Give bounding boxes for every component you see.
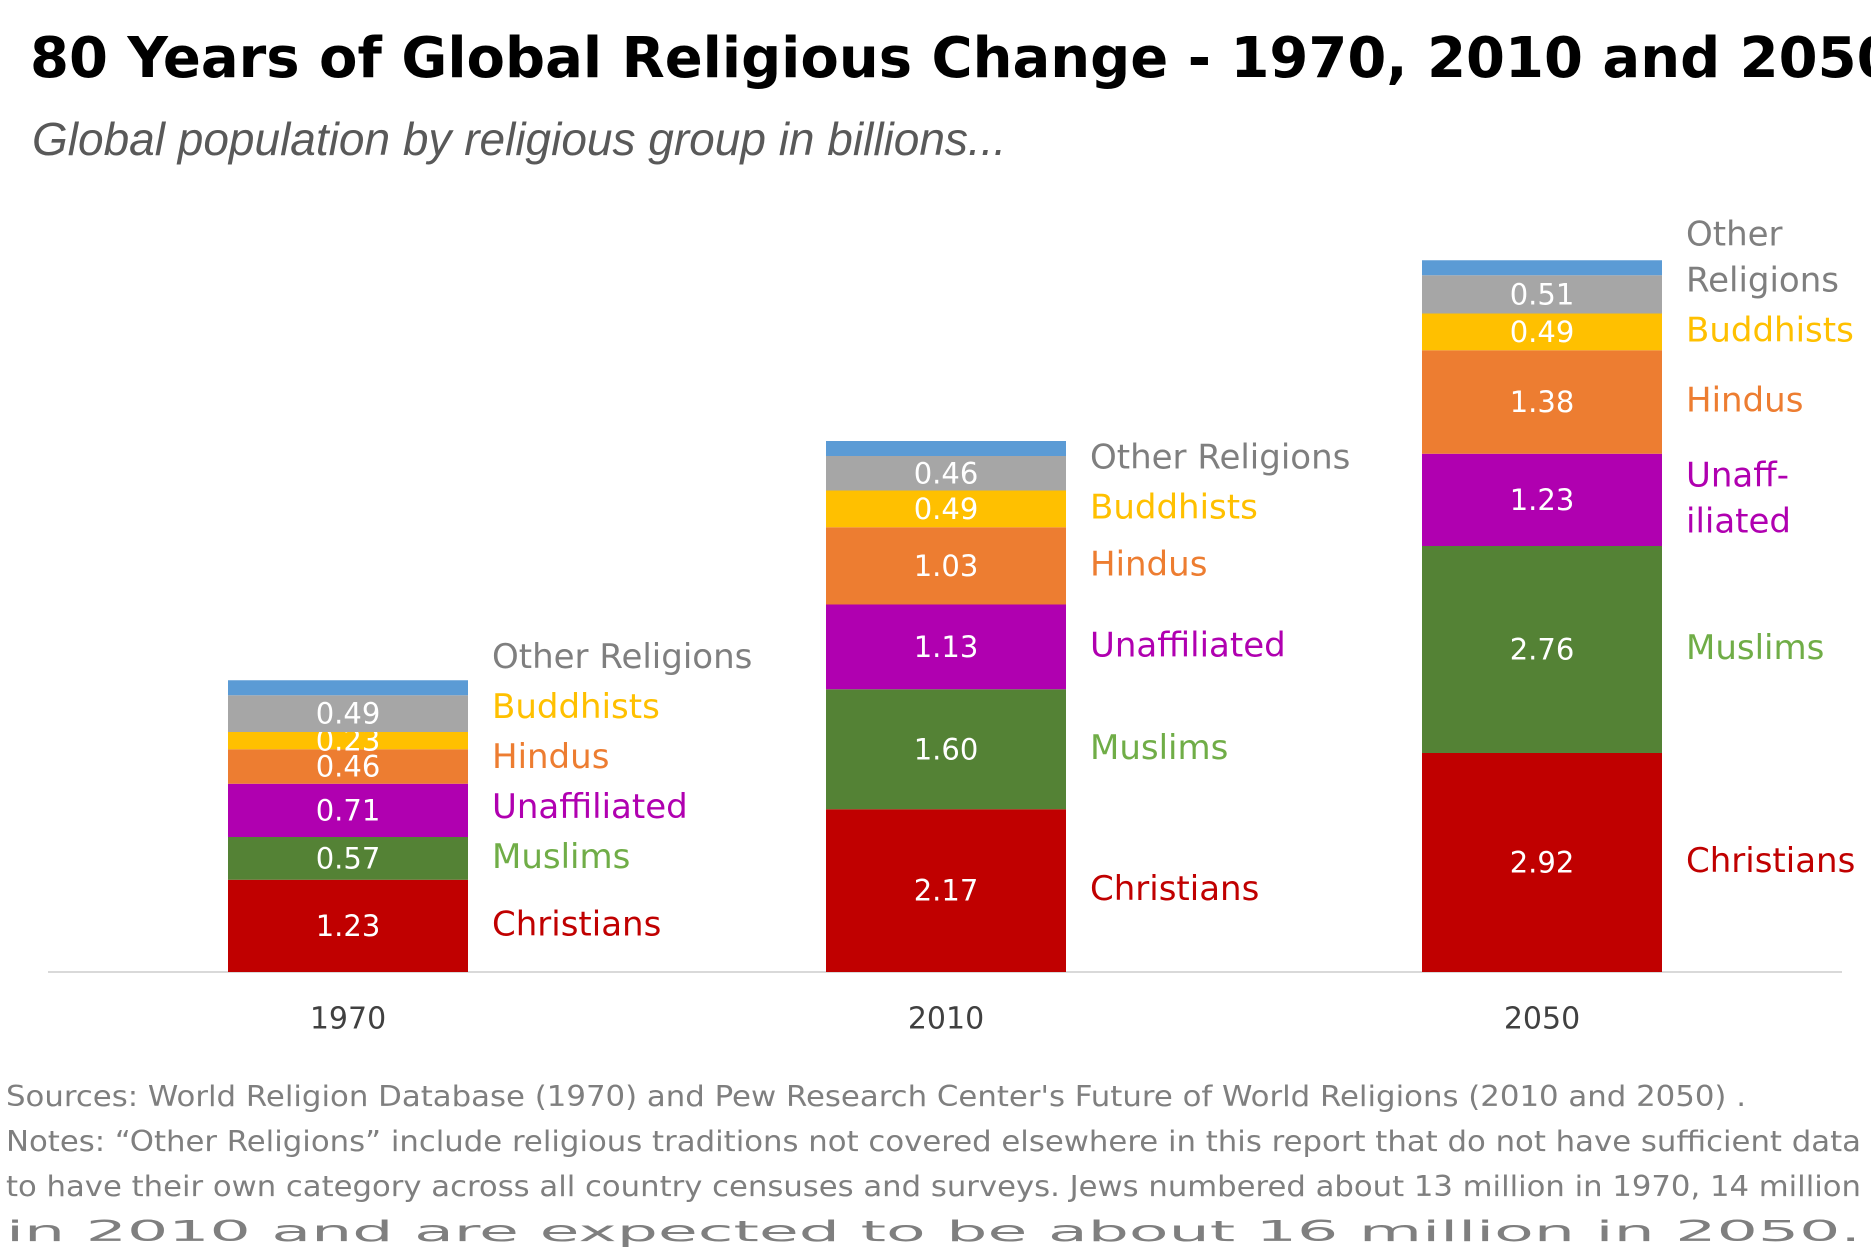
- bar-segment: [826, 689, 1066, 810]
- bar-segment: [1422, 350, 1662, 454]
- series-label: Buddhists: [1090, 487, 1258, 527]
- chart-subtitle: Global population by religious group in …: [32, 113, 1006, 165]
- series-label: Muslims: [1090, 728, 1228, 768]
- series-label: Muslims: [492, 837, 630, 877]
- bar-segment: [1422, 753, 1662, 972]
- x-tick-label: 2010: [908, 1002, 984, 1037]
- bar-segment: [228, 680, 468, 696]
- series-label: Other: [1686, 214, 1783, 254]
- bar-segment: [1422, 275, 1662, 314]
- series-label: Unaffiliated: [1090, 625, 1286, 665]
- series-label: Religions: [1686, 260, 1839, 300]
- bar-segment: [228, 837, 468, 880]
- series-label: Other Religions: [492, 637, 752, 677]
- value-label: 1.03: [914, 549, 979, 583]
- bar-segment: [1422, 313, 1662, 351]
- value-label: 2.76: [1510, 633, 1575, 667]
- value-label: 1.23: [1510, 483, 1575, 517]
- series-label: Christians: [1090, 869, 1259, 909]
- value-label: 0.71: [316, 793, 381, 827]
- chart-title: 80 Years of Global Religious Change - 19…: [30, 26, 1871, 91]
- footnote: in 2010 and are expected to be about 16 …: [6, 1215, 1861, 1248]
- x-tick-label: 1970: [310, 1002, 386, 1037]
- bar-segment: [228, 783, 468, 837]
- bar-segment: [826, 604, 1066, 690]
- value-label: 0.57: [316, 841, 381, 875]
- bar-segment: [1422, 453, 1662, 546]
- bar-segment: [826, 441, 1066, 456]
- series-label: Unaff-: [1686, 455, 1789, 495]
- value-label: 2.17: [914, 874, 979, 908]
- series-label: Christians: [492, 904, 661, 944]
- bar-segment: [826, 527, 1066, 605]
- value-label: 0.49: [316, 697, 381, 731]
- value-label: 0.51: [1510, 277, 1575, 311]
- x-tick-label: 2050: [1504, 1002, 1580, 1037]
- bar-segment: [826, 456, 1066, 491]
- series-label: Buddhists: [1686, 310, 1854, 350]
- value-label: 0.49: [1510, 315, 1575, 349]
- footnote: to have their own category across all co…: [6, 1170, 1861, 1203]
- value-label: 1.13: [914, 630, 979, 664]
- value-label: 1.38: [1510, 385, 1575, 419]
- series-label: Muslims: [1686, 628, 1824, 668]
- value-label: 0.46: [316, 750, 381, 784]
- value-label: 2.92: [1510, 846, 1575, 880]
- value-label: 1.23: [316, 909, 381, 943]
- series-label: Hindus: [1686, 381, 1803, 421]
- bar-segment: [826, 809, 1066, 972]
- footnote: Notes: “Other Religions” include religio…: [6, 1125, 1861, 1158]
- series-label: Buddhists: [492, 687, 660, 727]
- bar-segment: [228, 879, 468, 972]
- bar-segment: [1422, 260, 1662, 276]
- value-label: 0.49: [914, 492, 979, 526]
- bar-segment: [228, 749, 468, 784]
- footnote: Sources: World Religion Database (1970) …: [6, 1080, 1746, 1113]
- series-label: Unaffiliated: [492, 787, 688, 827]
- bar-segment: [826, 490, 1066, 528]
- bar-segment: [228, 695, 468, 732]
- bar-segment: [1422, 546, 1662, 753]
- value-label: 1.60: [914, 732, 979, 766]
- series-label: iliated: [1686, 501, 1791, 541]
- series-label: Other Religions: [1090, 437, 1350, 477]
- series-label: Hindus: [492, 737, 609, 777]
- series-label: Christians: [1686, 841, 1855, 881]
- bar-segment: [228, 732, 468, 750]
- value-label: 0.46: [914, 456, 979, 490]
- series-label: Hindus: [1090, 544, 1207, 584]
